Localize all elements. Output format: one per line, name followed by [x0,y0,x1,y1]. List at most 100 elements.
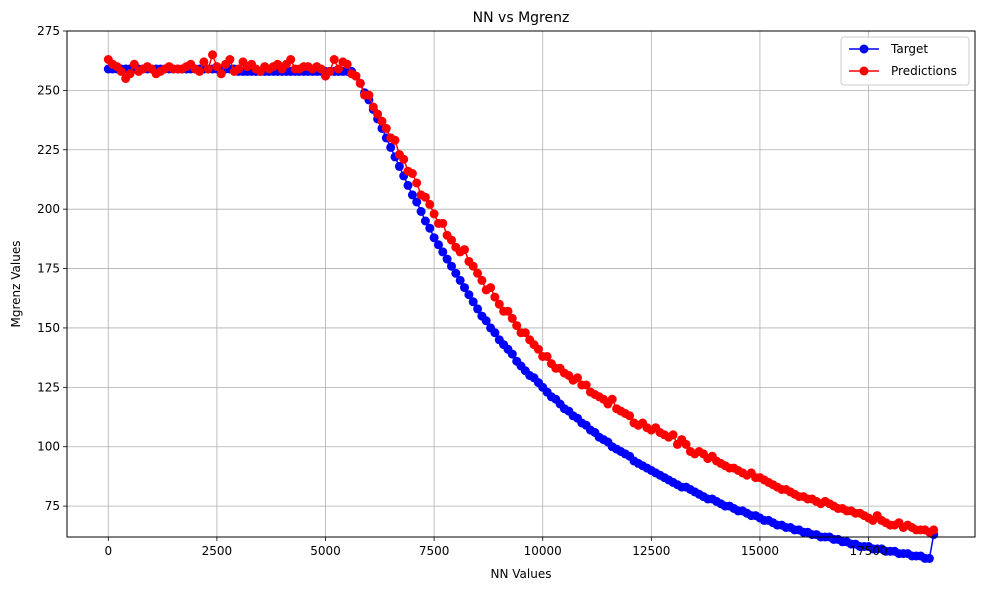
y-tick-label: 225 [37,143,60,157]
data-point-predictions [234,64,244,74]
plot-area-frame [66,30,976,538]
data-point-predictions [438,218,448,228]
data-point-target [473,304,483,314]
data-point-predictions [368,102,378,112]
data-point-predictions [520,328,530,338]
data-point-predictions [573,373,582,383]
data-point-target [403,180,413,190]
data-point-predictions [212,62,222,72]
x-axis-title: NN Values [491,567,552,581]
x-tick-label: 10000 [524,544,562,558]
data-point-predictions [364,90,374,100]
data-point-target [394,161,404,171]
data-point-predictions [199,57,209,67]
data-point-target [468,297,478,307]
data-point-target [434,240,443,250]
data-point-predictions [316,64,326,74]
data-point-predictions [342,59,352,69]
data-point-predictions [208,50,217,60]
y-tick-label: 250 [37,83,60,97]
data-point-predictions [490,292,500,302]
data-point-predictions [286,55,296,64]
data-point-predictions [503,306,513,316]
x-tick-label: 5000 [310,544,341,558]
data-point-predictions [203,64,213,74]
data-point-predictions [668,430,678,440]
data-point-predictions [468,261,478,271]
data-point-target [429,233,439,243]
data-point-target [507,349,517,359]
data-point-target [420,216,430,226]
y-tick-label: 150 [37,321,60,335]
data-point-predictions [373,109,383,119]
data-point-predictions [681,439,691,449]
data-point-predictions [494,299,504,309]
data-point-predictions [129,59,139,69]
data-point-target [464,290,474,300]
legend-marker-predictions [859,66,869,76]
data-point-predictions [420,192,430,202]
data-point-predictions [512,321,522,331]
legend: Target Predictions [840,36,970,86]
data-point-predictions [195,66,204,76]
data-point-predictions [425,199,435,209]
data-point-predictions [351,71,361,81]
data-point-predictions [381,123,391,133]
data-point-target [425,223,435,233]
data-point-predictions [125,69,135,79]
data-point-predictions [429,209,439,219]
data-point-predictions [329,55,339,64]
data-point-predictions [377,116,387,126]
data-point-predictions [581,380,591,390]
data-point-target [442,254,452,264]
data-point-target [412,197,422,207]
data-point-predictions [390,135,400,145]
data-point-predictions [325,66,335,76]
x-tick-label: 12500 [632,544,670,558]
x-tick-label: 15000 [741,544,779,558]
y-tick-label: 275 [37,24,60,38]
y-tick-label: 75 [45,499,60,513]
series-predictions [103,50,939,537]
data-point-target [416,207,426,216]
data-point-predictions [542,352,552,361]
data-point-target [447,261,456,271]
legend-label-target: Target [890,42,928,56]
grid-lines [67,30,975,537]
data-point-target [481,316,491,326]
data-point-predictions [486,283,496,293]
data-point-predictions [625,411,635,421]
data-point-target [490,328,500,338]
data-point-target [451,268,461,278]
legend-label-predictions: Predictions [891,64,957,78]
data-point-target [407,190,417,200]
x-tick-label: 17500 [849,544,887,558]
y-tick-label: 100 [37,440,60,454]
data-point-predictions [507,313,517,323]
y-axis-title: Mgrenz Values [9,241,23,328]
data-point-predictions [407,169,417,178]
data-point-target [924,553,934,563]
chart-title: NN vs Mgrenz [473,10,570,26]
data-point-predictions [355,78,365,88]
data-point-predictions [533,344,543,354]
data-point-predictions [607,394,617,404]
legend-marker-target [859,44,869,54]
y-tick-label: 125 [37,380,60,394]
data-point-target [460,283,469,293]
data-point-predictions [477,275,487,285]
plot-series [103,50,939,563]
x-tick-label: 0 [104,544,112,558]
data-point-predictions [412,178,422,188]
data-point-predictions [334,64,343,74]
data-point-predictions [473,268,483,278]
data-point-predictions [399,154,409,164]
axis-ticks: 0 2500 5000 7500 10000 12500 15000 17500 75 100 12… [37,24,888,558]
data-point-predictions [460,245,469,255]
y-tick-label: 200 [37,202,60,216]
data-point-predictions [225,55,235,64]
data-point-target [455,275,465,285]
y-tick-label: 175 [37,262,60,276]
data-point-predictions [116,66,126,76]
